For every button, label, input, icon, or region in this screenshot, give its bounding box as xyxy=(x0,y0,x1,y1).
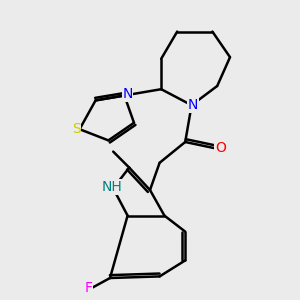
Text: N: N xyxy=(122,87,133,101)
Text: F: F xyxy=(85,280,93,295)
Text: S: S xyxy=(72,122,81,136)
Text: NH: NH xyxy=(101,180,122,194)
Text: O: O xyxy=(215,141,226,155)
Text: N: N xyxy=(188,98,198,112)
